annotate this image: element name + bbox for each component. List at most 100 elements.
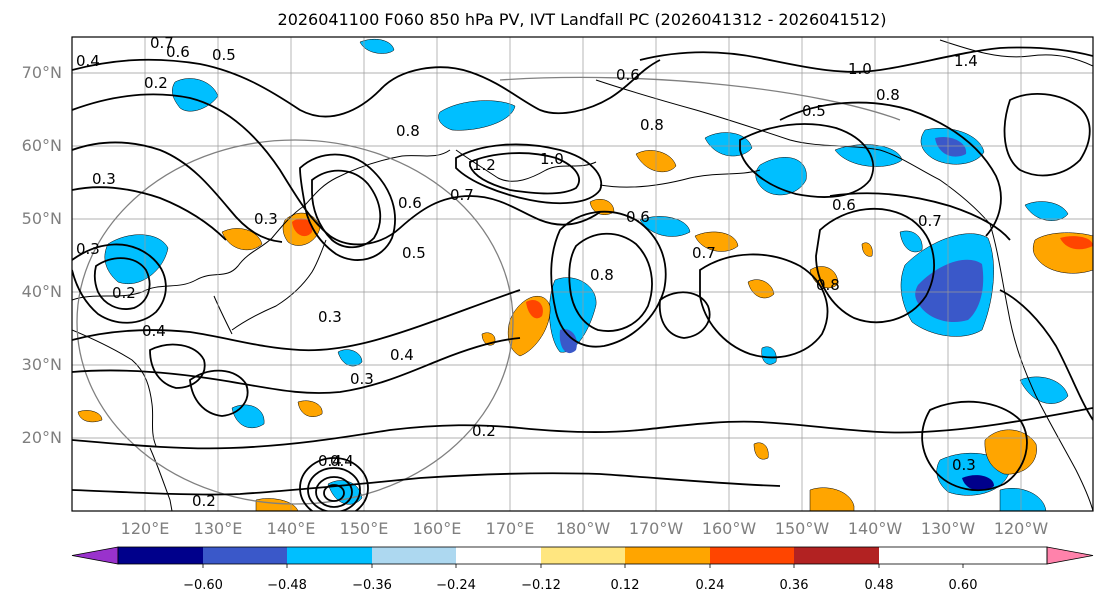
coastlines	[72, 39, 1093, 511]
lat-label: 30°N	[22, 355, 62, 374]
contour-line	[1003, 93, 1091, 177]
contour-line	[93, 257, 151, 310]
lon-label: 120°W	[994, 519, 1049, 538]
contour-line	[72, 289, 521, 352]
colorbar-tick-label: −0.60	[183, 578, 223, 593]
contour-label: 1.0	[540, 150, 564, 168]
lon-label: 170°E	[486, 519, 535, 538]
contour-label: 0.3	[76, 240, 100, 258]
contour-line	[550, 210, 667, 348]
shade-blob-blue	[834, 144, 903, 167]
colorbar-segment	[203, 547, 287, 564]
contour-label: 0.4	[318, 452, 342, 470]
colorbar-segment	[794, 547, 879, 564]
contour-label: 0.6	[616, 66, 640, 84]
contour-label: 0.5	[212, 46, 236, 64]
contour-line	[699, 253, 829, 359]
contour-label: 0.4	[330, 452, 354, 470]
contour-line	[469, 152, 580, 195]
colorbar-frame	[117, 546, 1048, 565]
shade-blob-blue	[761, 346, 777, 365]
colorbar-segment	[710, 547, 794, 564]
contour-label: 0.3	[92, 170, 116, 188]
map-content: 0.7 0.6 0.5 0.4 0.2 0.3 0.3 0.3 0.2 0.4 …	[72, 34, 1093, 511]
shade-blob-blue	[359, 39, 395, 54]
contour-label: 1.2	[472, 156, 496, 174]
contour-label: 0.8	[590, 266, 614, 284]
contour-label: 0.4	[142, 322, 166, 340]
contour-label: 0.7	[150, 34, 174, 52]
shade-blob-orange	[297, 400, 323, 417]
colorbar-segment	[541, 547, 625, 564]
shade-blob-blue	[104, 234, 169, 284]
lon-label: 150°W	[775, 519, 830, 538]
shade-blob-blue	[639, 216, 691, 237]
shade-blob-orange	[753, 442, 769, 460]
colorbar-tick-label: 0.12	[611, 578, 640, 593]
coastline-japan	[231, 239, 327, 331]
contour-label: 0.2	[472, 422, 496, 440]
coastline-alaska	[595, 79, 991, 225]
lon-label: 150°E	[340, 519, 389, 538]
contour-line	[149, 343, 206, 389]
contour-ring	[323, 484, 345, 502]
contour-line	[72, 243, 167, 324]
colorbar-tick-label: 0.60	[949, 578, 978, 593]
contour-label: 0.2	[192, 492, 216, 510]
lon-label: 140°W	[848, 519, 903, 538]
lon-label: 170°W	[629, 519, 684, 538]
contour-label: 0.3	[254, 210, 278, 228]
contour-labels: 0.7 0.6 0.5 0.4 0.2 0.3 0.3 0.3 0.2 0.4 …	[76, 34, 978, 510]
contour-label: 0.8	[640, 116, 664, 134]
contour-label: 0.7	[450, 186, 474, 204]
contour-label: 0.2	[144, 74, 168, 92]
shade-blob-blue	[999, 488, 1047, 511]
shade-blob-blue	[337, 349, 363, 367]
shade-blob-blue	[231, 404, 265, 428]
lat-label: 60°N	[22, 136, 62, 155]
shade-blob-deep	[962, 475, 994, 491]
contour-line	[72, 93, 601, 246]
lon-label: 160°E	[413, 519, 462, 538]
colorbar-segment	[372, 547, 456, 564]
contour-label: 1.4	[954, 52, 978, 70]
map-frame	[71, 36, 1094, 512]
landfall-arc	[499, 76, 901, 121]
contour-label: 0.6	[398, 194, 422, 212]
shade-blob-orange	[809, 487, 855, 511]
lat-label: 70°N	[22, 63, 62, 82]
contour-label: 0.7	[918, 212, 942, 230]
landfall-circle-ring	[76, 139, 514, 505]
colorbar-tick-label: −0.12	[521, 578, 561, 593]
shade-blob-blue	[1019, 376, 1069, 404]
colorbar-segment	[625, 547, 710, 564]
shade-blob-orange	[747, 279, 775, 299]
coastline-asia	[72, 149, 451, 301]
contour-label: 0.4	[76, 52, 100, 70]
contour-ring	[307, 467, 361, 511]
lon-label: 140°E	[267, 519, 316, 538]
shade-blob-blue	[755, 157, 807, 196]
contour-label: 0.7	[692, 244, 716, 262]
contour-line	[455, 143, 603, 205]
contour-line	[815, 208, 935, 324]
contour-label: 1.0	[848, 60, 872, 78]
contour-label: 0.2	[112, 284, 136, 302]
lat-label: 40°N	[22, 282, 62, 301]
shade-blob-orange	[861, 242, 873, 257]
coastline-canada-north	[939, 39, 1093, 67]
contour-line	[658, 291, 711, 339]
contour-line	[189, 369, 249, 417]
colorbar-segment	[287, 547, 372, 564]
coastline-korea	[213, 295, 233, 335]
shade-blob-red	[526, 299, 543, 319]
lat-label: 50°N	[22, 209, 62, 228]
lon-label: 180°W	[556, 519, 611, 538]
colorbar: −0.60 −0.48 −0.36 −0.24 −0.12 0.12 0.24 0.36 0.4…	[71, 546, 1094, 593]
shade-blob-blue	[438, 100, 516, 131]
contour-label: 0.3	[318, 308, 342, 326]
landfall-circle	[76, 76, 901, 505]
shade-blob-blue	[1024, 201, 1069, 221]
colorbar-tick-label: 0.48	[865, 578, 894, 593]
contour-label: 0.8	[396, 122, 420, 140]
